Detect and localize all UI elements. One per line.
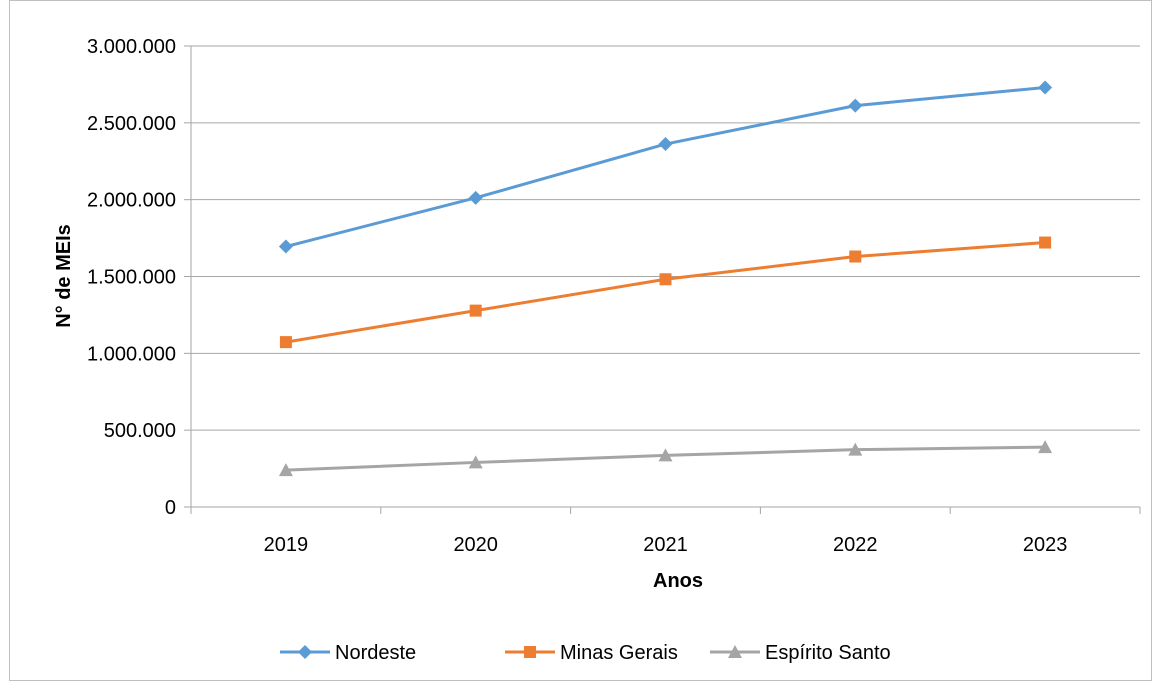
data-point [848, 98, 863, 113]
data-point [659, 273, 672, 286]
y-tick-label: 500.000 [104, 420, 176, 442]
legend-marker [524, 646, 536, 658]
x-tick-label: 2023 [1023, 534, 1068, 556]
legend-marker [728, 645, 742, 658]
y-tick-label: 1.500.000 [87, 267, 176, 289]
data-point [468, 190, 483, 205]
x-tick-label: 2022 [833, 534, 878, 556]
data-point [658, 448, 673, 462]
data-point [1039, 236, 1052, 249]
y-tick-label: 1.000.000 [87, 343, 176, 365]
legend-label: Espírito Santo [765, 642, 891, 664]
gridlines [191, 45, 1140, 431]
legend-item: Nordeste [280, 642, 416, 664]
series-line [285, 85, 1046, 248]
y-tick-label: 0 [165, 497, 176, 519]
axes [184, 45, 1141, 514]
data-point [279, 336, 292, 349]
legend-item: Espírito Santo [710, 642, 891, 664]
series-line [285, 241, 1046, 344]
series-0 [278, 80, 1053, 254]
x-tick-label: 2020 [453, 534, 498, 556]
x-tick-label: 2021 [643, 534, 688, 556]
data-point [1038, 80, 1053, 95]
line-chart: 0 500.000 1.000.000 1.500.000 2.000.000 2.500… [53, 36, 1141, 664]
y-tick-label: 2.500.000 [87, 113, 176, 135]
legend-item: Minas Gerais [505, 642, 678, 664]
data-point [278, 463, 293, 477]
x-axis-title: Anos [653, 570, 703, 592]
data-point [1038, 440, 1053, 454]
series-2 [278, 440, 1053, 477]
legend-marker [298, 645, 312, 659]
legend: Nordeste Minas Gerais Espírito Santo [280, 642, 891, 664]
y-axis-title: N° de MEIs [53, 224, 75, 328]
y-tick-labels: 0 500.000 1.000.000 1.500.000 2.000.000 2.500… [87, 36, 176, 519]
data-point [849, 250, 862, 263]
data-point [469, 304, 482, 317]
data-point [848, 442, 863, 456]
x-tick-label: 2019 [264, 534, 309, 556]
y-tick-label: 2.000.000 [87, 190, 176, 212]
series-1 [279, 236, 1052, 349]
legend-label: Minas Gerais [560, 642, 678, 664]
x-tick-labels: 2019 2020 2021 2022 2023 [264, 534, 1068, 556]
data-point [658, 137, 673, 152]
series [278, 80, 1053, 477]
chart-frame: 0 500.000 1.000.000 1.500.000 2.000.000 2.500… [9, 0, 1152, 681]
legend-label: Nordeste [335, 642, 416, 664]
data-point [468, 455, 483, 469]
data-point [278, 239, 293, 254]
y-tick-label: 3.000.000 [87, 36, 176, 58]
